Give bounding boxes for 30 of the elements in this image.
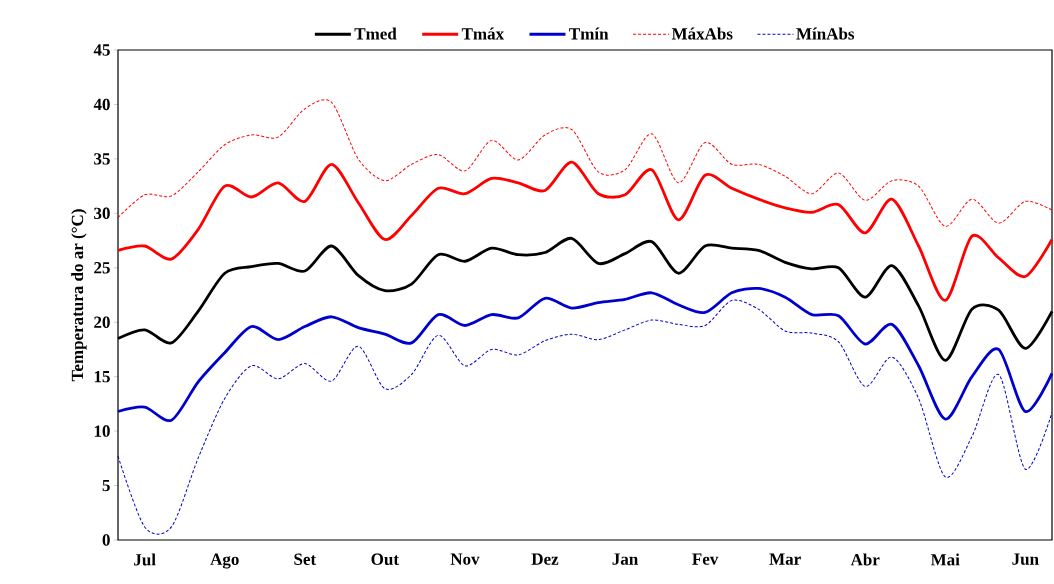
- x-tick-label: Set: [294, 553, 317, 565]
- x-tick-label: Dez: [531, 553, 559, 565]
- y-tick-label: 5: [102, 479, 110, 492]
- x-tick-label: Jul: [134, 553, 156, 566]
- x-tick-label: Jun: [1012, 553, 1039, 565]
- y-tick-label: 25: [94, 262, 110, 274]
- legend-label: Tmáx: [461, 27, 504, 40]
- y-tick-label: 10: [94, 425, 110, 437]
- x-tick-label: Jan: [612, 553, 638, 565]
- x-tick-label: Fev: [692, 553, 719, 565]
- y-tick-label: 20: [94, 316, 110, 328]
- y-tick-label: 45: [93, 44, 110, 56]
- line-series: [116, 160, 1054, 302]
- legend-label: Tmín: [569, 27, 609, 40]
- y-axis-title: Temperatura do ar (°C): [71, 209, 87, 382]
- x-tick-label: Nov: [450, 553, 480, 565]
- legend-label: MínAbs: [796, 27, 855, 40]
- legend-label: Tmed: [354, 27, 397, 40]
- x-tick-label: Out: [371, 553, 399, 565]
- y-tick-label: 0: [102, 534, 110, 546]
- x-tick-label: Abr: [850, 553, 880, 566]
- y-tick-label: 15: [94, 370, 110, 383]
- y-tick-label: 40: [93, 98, 110, 111]
- y-tick-label: 30: [94, 207, 110, 220]
- line-series: [116, 287, 1054, 422]
- y-tick-label: 35: [94, 153, 110, 165]
- legend-label: MáxAbs: [671, 27, 733, 40]
- x-tick-label: Mai: [930, 553, 960, 566]
- x-tick-label: Ago: [210, 553, 239, 569]
- x-tick-label: Mar: [769, 553, 801, 565]
